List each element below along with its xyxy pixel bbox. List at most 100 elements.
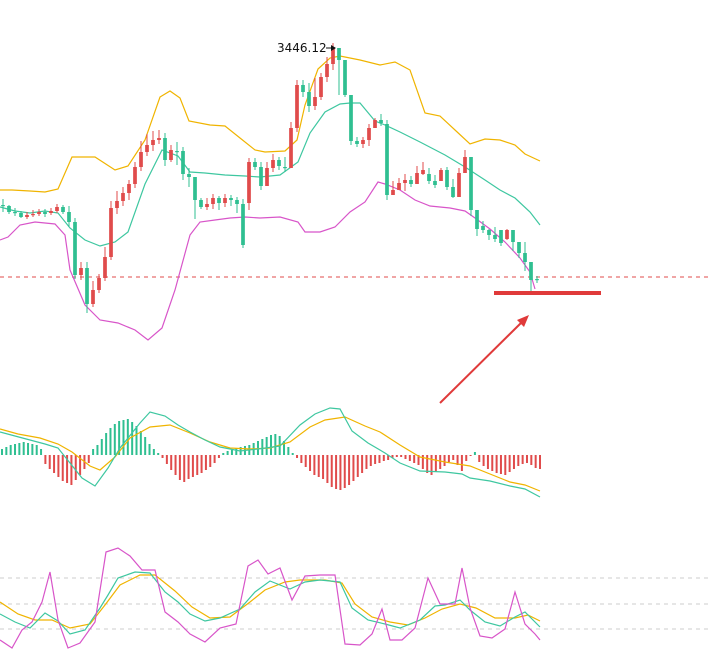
macd-histogram-bar bbox=[408, 455, 411, 461]
candle-body bbox=[421, 170, 425, 174]
macd-histogram-bar bbox=[61, 455, 64, 481]
candle bbox=[43, 209, 47, 217]
boll-upper-line bbox=[0, 55, 541, 193]
candle-body bbox=[55, 207, 59, 211]
candle bbox=[67, 206, 71, 227]
candle-body bbox=[163, 138, 167, 160]
macd-histogram-bar bbox=[131, 422, 134, 455]
candle-body bbox=[205, 204, 209, 207]
macd-histogram-bar bbox=[196, 455, 199, 475]
candle bbox=[103, 247, 107, 281]
candle bbox=[13, 208, 17, 216]
candle-body bbox=[427, 174, 431, 181]
candle bbox=[55, 204, 59, 213]
candle bbox=[175, 142, 179, 165]
candle-body bbox=[31, 214, 35, 216]
candle bbox=[73, 218, 77, 279]
macd-histogram-bar bbox=[296, 455, 299, 458]
macd-histogram-bar bbox=[174, 455, 177, 475]
kdj-d-line bbox=[0, 574, 541, 629]
candle-body bbox=[133, 167, 137, 184]
candle-body bbox=[61, 207, 65, 212]
macd-histogram-bar bbox=[465, 455, 468, 461]
macd-histogram-bar bbox=[395, 455, 398, 457]
candle bbox=[1, 199, 5, 212]
annotation-arrow-shaft bbox=[439, 320, 524, 404]
candle-body bbox=[505, 230, 509, 239]
candle-body bbox=[499, 230, 503, 243]
macd-histogram-bar bbox=[148, 444, 151, 455]
candle bbox=[403, 174, 407, 191]
candle bbox=[283, 157, 287, 172]
candle bbox=[415, 166, 419, 184]
candle bbox=[133, 162, 137, 188]
candle-body bbox=[343, 60, 347, 95]
macd-histogram-bar bbox=[313, 455, 316, 475]
candle-body bbox=[115, 201, 119, 208]
candle-body bbox=[103, 257, 107, 278]
candle bbox=[79, 262, 83, 280]
macd-histogram-bar bbox=[460, 455, 463, 471]
candle bbox=[289, 122, 293, 168]
candle-body bbox=[535, 279, 539, 281]
candle bbox=[535, 276, 539, 283]
macd-histogram-bar bbox=[109, 428, 112, 455]
candle bbox=[19, 211, 23, 218]
macd-histogram-bar bbox=[369, 455, 372, 466]
macd-histogram-bar bbox=[261, 439, 264, 455]
macd-histogram-bar bbox=[118, 421, 121, 455]
candle bbox=[409, 176, 413, 187]
macd-histogram-bar bbox=[456, 455, 459, 465]
candle-body bbox=[403, 180, 407, 183]
candle-body bbox=[433, 181, 437, 185]
macd-histogram-bar bbox=[270, 435, 272, 455]
candle-body bbox=[67, 212, 71, 222]
candle-body bbox=[43, 212, 47, 214]
macd-histogram-bar bbox=[217, 455, 220, 458]
candle bbox=[31, 210, 35, 217]
candle-body bbox=[73, 222, 77, 275]
macd-histogram-bar bbox=[183, 455, 186, 482]
macd-histogram-bar bbox=[400, 455, 403, 457]
macd-histogram-bar bbox=[452, 455, 455, 460]
candle-body bbox=[241, 204, 245, 245]
candle-body bbox=[517, 242, 521, 253]
macd-histogram-bar bbox=[96, 445, 99, 455]
macd-histogram-bar bbox=[304, 455, 307, 467]
candle bbox=[241, 199, 245, 248]
candle bbox=[187, 168, 191, 187]
candle bbox=[277, 157, 281, 170]
macd-histogram-bar bbox=[274, 434, 277, 455]
macd-histogram-bar bbox=[430, 455, 433, 475]
macd-histogram-bar bbox=[335, 455, 338, 489]
candle bbox=[157, 130, 161, 144]
candle bbox=[229, 195, 233, 206]
macd-histogram-bar bbox=[135, 426, 138, 455]
macd-histogram-bar bbox=[87, 455, 90, 463]
candle-body bbox=[307, 92, 311, 106]
candle bbox=[181, 147, 185, 180]
candle bbox=[481, 221, 485, 233]
peak-price-label: 3446.12 bbox=[277, 41, 327, 55]
macd-histogram-bar bbox=[343, 455, 346, 488]
macd-histogram-bar bbox=[417, 455, 420, 465]
macd-histogram-bar bbox=[44, 455, 47, 464]
candle bbox=[97, 274, 101, 293]
candle-body bbox=[229, 198, 233, 200]
macd-histogram-bar bbox=[265, 437, 268, 455]
macd-histogram-bar bbox=[256, 441, 259, 455]
macd-histogram-bar bbox=[209, 455, 212, 467]
macd-histogram-bar bbox=[539, 455, 541, 469]
candle bbox=[7, 205, 11, 214]
candle bbox=[325, 57, 329, 82]
macd-histogram-bar bbox=[348, 455, 351, 485]
candle bbox=[25, 212, 29, 219]
macd-histogram-bar bbox=[53, 455, 56, 473]
candle bbox=[319, 73, 323, 100]
macd-histogram-bar bbox=[70, 455, 73, 485]
macd-histogram-bar bbox=[300, 455, 303, 463]
macd-histogram-bar bbox=[504, 455, 507, 475]
candle-body bbox=[469, 157, 473, 210]
candle bbox=[295, 80, 299, 132]
bollinger-bands bbox=[0, 55, 541, 341]
